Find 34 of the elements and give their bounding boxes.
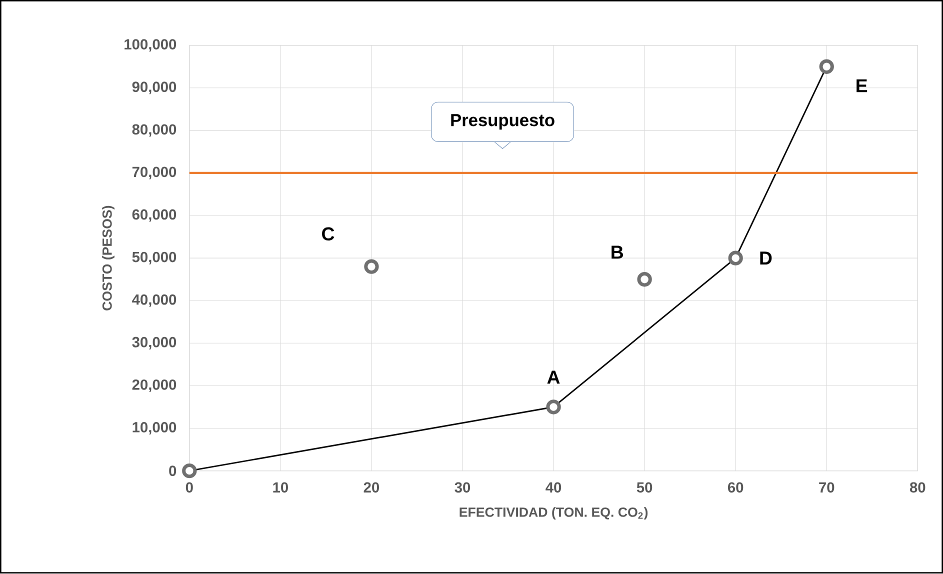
y-tick-label: 80,000 — [132, 124, 176, 137]
x-tick-label: 30 — [454, 482, 470, 493]
x-axis-title: EFECTIVIDAD (TON. EQ. CO$_{2}$) — [460, 507, 648, 520]
x-tick-label: 40 — [546, 482, 562, 493]
point — [819, 60, 834, 74]
point — [637, 272, 652, 287]
x-tick-label: 50 — [636, 482, 652, 493]
x-tick-label: 0 — [186, 482, 193, 493]
annotation: E — [856, 80, 868, 92]
y-tick-label: 0 — [169, 466, 176, 476]
y-tick-label: 40,000 — [132, 294, 176, 308]
point — [182, 464, 197, 478]
x-tick-label: 20 — [364, 482, 380, 493]
y-tick-label: 30,000 — [132, 337, 176, 350]
x-tick-label: 70 — [819, 482, 834, 493]
y-tick-label: 20,000 — [132, 380, 176, 392]
x-tick-label: 10 — [273, 482, 288, 493]
y-tick-label: 60,000 — [132, 210, 176, 222]
annotation: B — [612, 246, 623, 259]
x-tick-label: 60 — [728, 482, 744, 493]
y-axis-title: COSTO (PESOS) — [102, 206, 114, 311]
y-tick-label: 100,000 — [124, 39, 176, 52]
y-tick-label: 10,000 — [132, 422, 176, 435]
point — [728, 250, 743, 266]
y-tick-label: 70,000 — [132, 166, 176, 180]
x-tick-label: 80 — [910, 482, 926, 493]
point — [364, 259, 379, 274]
annotation: D — [760, 252, 772, 265]
ref-line-label: Presupuesto — [451, 114, 554, 130]
y-tick-label: 90,000 — [132, 82, 176, 94]
y-tick-label: 50,000 — [132, 252, 176, 265]
annotation: A — [547, 371, 560, 384]
point — [546, 400, 561, 415]
annotation: C — [322, 228, 334, 241]
